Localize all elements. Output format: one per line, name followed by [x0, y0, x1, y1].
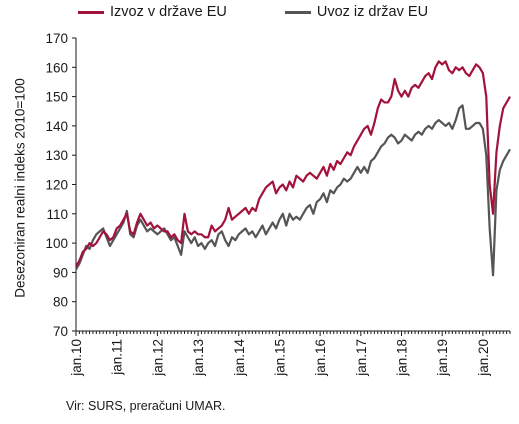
source-note: Vir: SURS, preračuni UMAR.	[66, 399, 226, 413]
x-tick-label: jan.13	[191, 339, 206, 377]
x-tick-label: jan.16	[313, 339, 328, 377]
x-tick-label: jan.12	[150, 339, 165, 377]
legend-swatch-import	[284, 10, 311, 14]
x-tick-label: jan.10	[69, 339, 84, 377]
y-tick-label: 160	[45, 60, 68, 75]
y-tick-label: 80	[53, 295, 68, 310]
legend-item-import: Uvoz iz držav EU	[284, 4, 429, 20]
series-layer	[75, 60, 511, 277]
series-0-group	[75, 60, 511, 268]
x-tick-label: jan.14	[232, 339, 247, 377]
y-tick-label: 90	[53, 265, 68, 280]
legend-label-export: Izvoz v države EU	[110, 4, 227, 20]
y-tick-label: 100	[45, 236, 68, 251]
series-line-1	[75, 104, 511, 277]
y-axis-label: Desezoniran realni indeks 2010=100	[12, 78, 28, 298]
legend-item-export: Izvoz v države EU	[78, 4, 227, 20]
y-tick-label: 110	[46, 207, 68, 222]
legend-swatch-export	[78, 10, 104, 14]
y-tick-label: 120	[45, 178, 68, 193]
y-tick-label: 140	[45, 119, 68, 134]
x-tick-label: jan.19	[435, 339, 450, 377]
x-tick-label: jan.18	[395, 339, 410, 377]
y-tick-label: 130	[45, 148, 68, 163]
y-tick-label: 150	[45, 90, 68, 105]
series-1-group	[75, 104, 511, 277]
axes: 70 80 90 100 110 120 130 140 150 160 170 jan.10 jan.…	[45, 31, 511, 377]
x-tick-label: jan.15	[272, 339, 287, 377]
legend-label-import: Uvoz iz držav EU	[316, 4, 429, 20]
x-tick-label: jan.20	[476, 339, 491, 377]
y-tick-label: 170	[45, 31, 68, 46]
legend: Izvoz v države EU Uvoz iz držav EU	[78, 4, 428, 20]
x-tick-label: jan.17	[354, 339, 369, 377]
series-line-0	[75, 60, 511, 268]
x-tick-label: jan.11	[110, 339, 125, 376]
y-tick-label: 70	[53, 324, 68, 339]
